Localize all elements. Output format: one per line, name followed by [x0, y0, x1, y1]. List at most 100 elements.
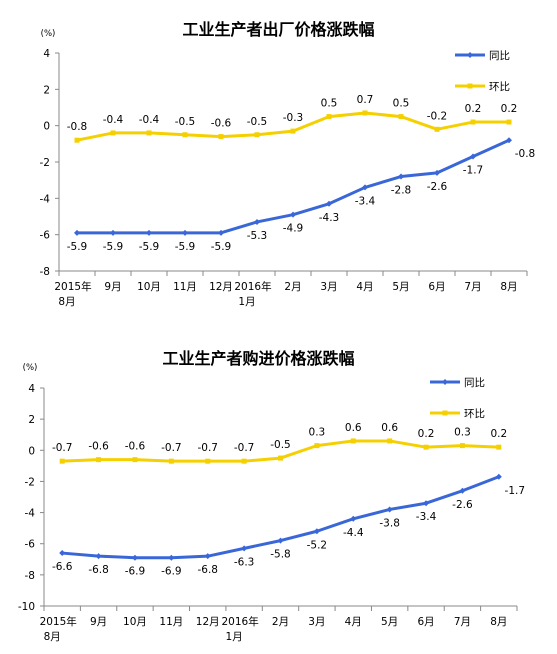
- y-tick-label: 4: [43, 48, 50, 60]
- y-tick-label: 4: [28, 383, 35, 395]
- legend-label: 同比: [464, 376, 485, 389]
- data-label: -0.5: [247, 116, 268, 128]
- data-label: -0.7: [161, 442, 182, 454]
- x-tick-label: 1月: [238, 296, 255, 308]
- series-point: [59, 458, 65, 464]
- data-label: -5.8: [270, 549, 291, 561]
- series-point: [362, 110, 368, 116]
- data-label: 0.2: [418, 428, 435, 440]
- x-tick-label: 7月: [454, 616, 471, 628]
- data-label: -0.3: [283, 112, 304, 124]
- data-label: -0.2: [427, 110, 448, 122]
- x-tick-label: 3月: [308, 616, 325, 628]
- series-point: [59, 550, 66, 557]
- y-tick-label: -10: [18, 601, 35, 613]
- series-point: [434, 169, 440, 176]
- series-point: [146, 229, 152, 236]
- x-tick-label: 2月: [272, 616, 289, 628]
- series-point: [95, 553, 102, 560]
- data-label: -5.9: [211, 241, 232, 253]
- y-unit-label: (%): [23, 363, 38, 373]
- data-label: 0.2: [465, 103, 482, 115]
- series-point: [326, 200, 332, 207]
- data-label: -6.9: [161, 566, 182, 578]
- y-tick-label: 0: [43, 121, 50, 133]
- series-point: [205, 458, 211, 464]
- legend-marker: [442, 410, 448, 416]
- y-tick-label: 2: [28, 414, 35, 426]
- series-point: [459, 443, 465, 449]
- data-label: -0.7: [234, 442, 255, 454]
- purchase-price-chart: 工业生产者购进价格涨跌幅 (%) 4 2 0 -2 -4 -6 -8 -10 2015年 8月 9月 1…: [0, 325, 557, 654]
- series-point: [398, 114, 404, 120]
- series-point: [495, 473, 502, 480]
- series-point: [278, 455, 283, 461]
- x-tick-label: 12月: [196, 616, 220, 628]
- data-label: -0.6: [211, 118, 232, 130]
- data-label: 0.3: [309, 427, 326, 439]
- data-label: -0.6: [88, 441, 109, 453]
- data-label: -2.6: [427, 181, 448, 193]
- series-point: [496, 444, 502, 450]
- data-label: 0.5: [393, 98, 410, 110]
- x-tick-label: 9月: [90, 616, 107, 628]
- y-tick-label: -4: [40, 193, 51, 205]
- chart-canvas: (%) 4 2 0 -2 -4 -6 -8 -10 2015年 8月 9月 10月 11月 12月 2016年…: [18, 363, 525, 643]
- series-point: [241, 458, 247, 464]
- series-point: [204, 553, 211, 560]
- data-label: -5.9: [67, 241, 88, 253]
- series-point: [387, 438, 393, 444]
- chart-title: 工业生产者出厂价格涨跌幅: [182, 20, 375, 39]
- series-point: [74, 137, 80, 143]
- data-label: -0.6: [125, 441, 146, 453]
- series-point: [423, 444, 429, 450]
- series-point: [168, 458, 174, 464]
- y-tick-label: -2: [25, 476, 35, 488]
- data-label: 0.2: [501, 103, 518, 115]
- series-point: [218, 134, 224, 140]
- x-tick-label: 2月: [284, 281, 301, 293]
- y-unit-label: (%): [41, 29, 56, 39]
- data-label: 0.7: [357, 94, 374, 106]
- y-tick-label: -8: [40, 266, 50, 278]
- data-label: -4.3: [319, 212, 340, 224]
- series-point: [350, 438, 356, 444]
- series-point: [362, 184, 368, 191]
- x-tick-label: 8月: [44, 631, 61, 643]
- data-label: 0.5: [321, 98, 338, 110]
- series-point: [182, 132, 188, 138]
- y-tick-label: -6: [25, 539, 36, 551]
- x-tick-label: 5月: [381, 616, 398, 628]
- data-label: 0.2: [490, 428, 507, 440]
- chart-title: 工业生产者购进价格涨跌幅: [162, 349, 355, 368]
- series-point: [241, 545, 248, 552]
- series-point: [168, 554, 175, 561]
- data-label: 0.3: [454, 427, 471, 439]
- x-tick-label: 11月: [173, 281, 197, 293]
- series-point: [290, 128, 296, 134]
- data-label: -2.8: [391, 185, 412, 197]
- data-label: -0.4: [139, 114, 160, 126]
- legend-label: 环比: [464, 407, 485, 420]
- series-point: [350, 515, 357, 522]
- data-label: 0.6: [381, 422, 398, 434]
- series-point: [314, 443, 320, 449]
- x-tick-label: 3月: [320, 281, 337, 293]
- series-point: [434, 126, 440, 132]
- series-point: [132, 457, 138, 463]
- data-label: -6.3: [234, 556, 255, 568]
- export-price-chart: 工业生产者出厂价格涨跌幅 (%) 4 2 0 -2 -4 -6 -8 2015年 8月 9月 10月 1…: [0, 0, 557, 325]
- x-tick-label: 8月: [490, 616, 507, 628]
- data-label: -0.8: [515, 148, 536, 160]
- series-point: [110, 229, 116, 236]
- legend-marker: [467, 52, 473, 58]
- data-label: -0.8: [67, 121, 88, 133]
- y-tick-label: -2: [40, 157, 50, 169]
- data-label: -0.7: [52, 442, 73, 454]
- data-label: -4.9: [283, 223, 304, 235]
- legend-marker: [442, 379, 448, 385]
- series-point: [254, 132, 260, 138]
- legend-marker: [467, 83, 473, 89]
- x-tick-label: 2015年: [40, 615, 77, 628]
- series-point: [506, 119, 512, 125]
